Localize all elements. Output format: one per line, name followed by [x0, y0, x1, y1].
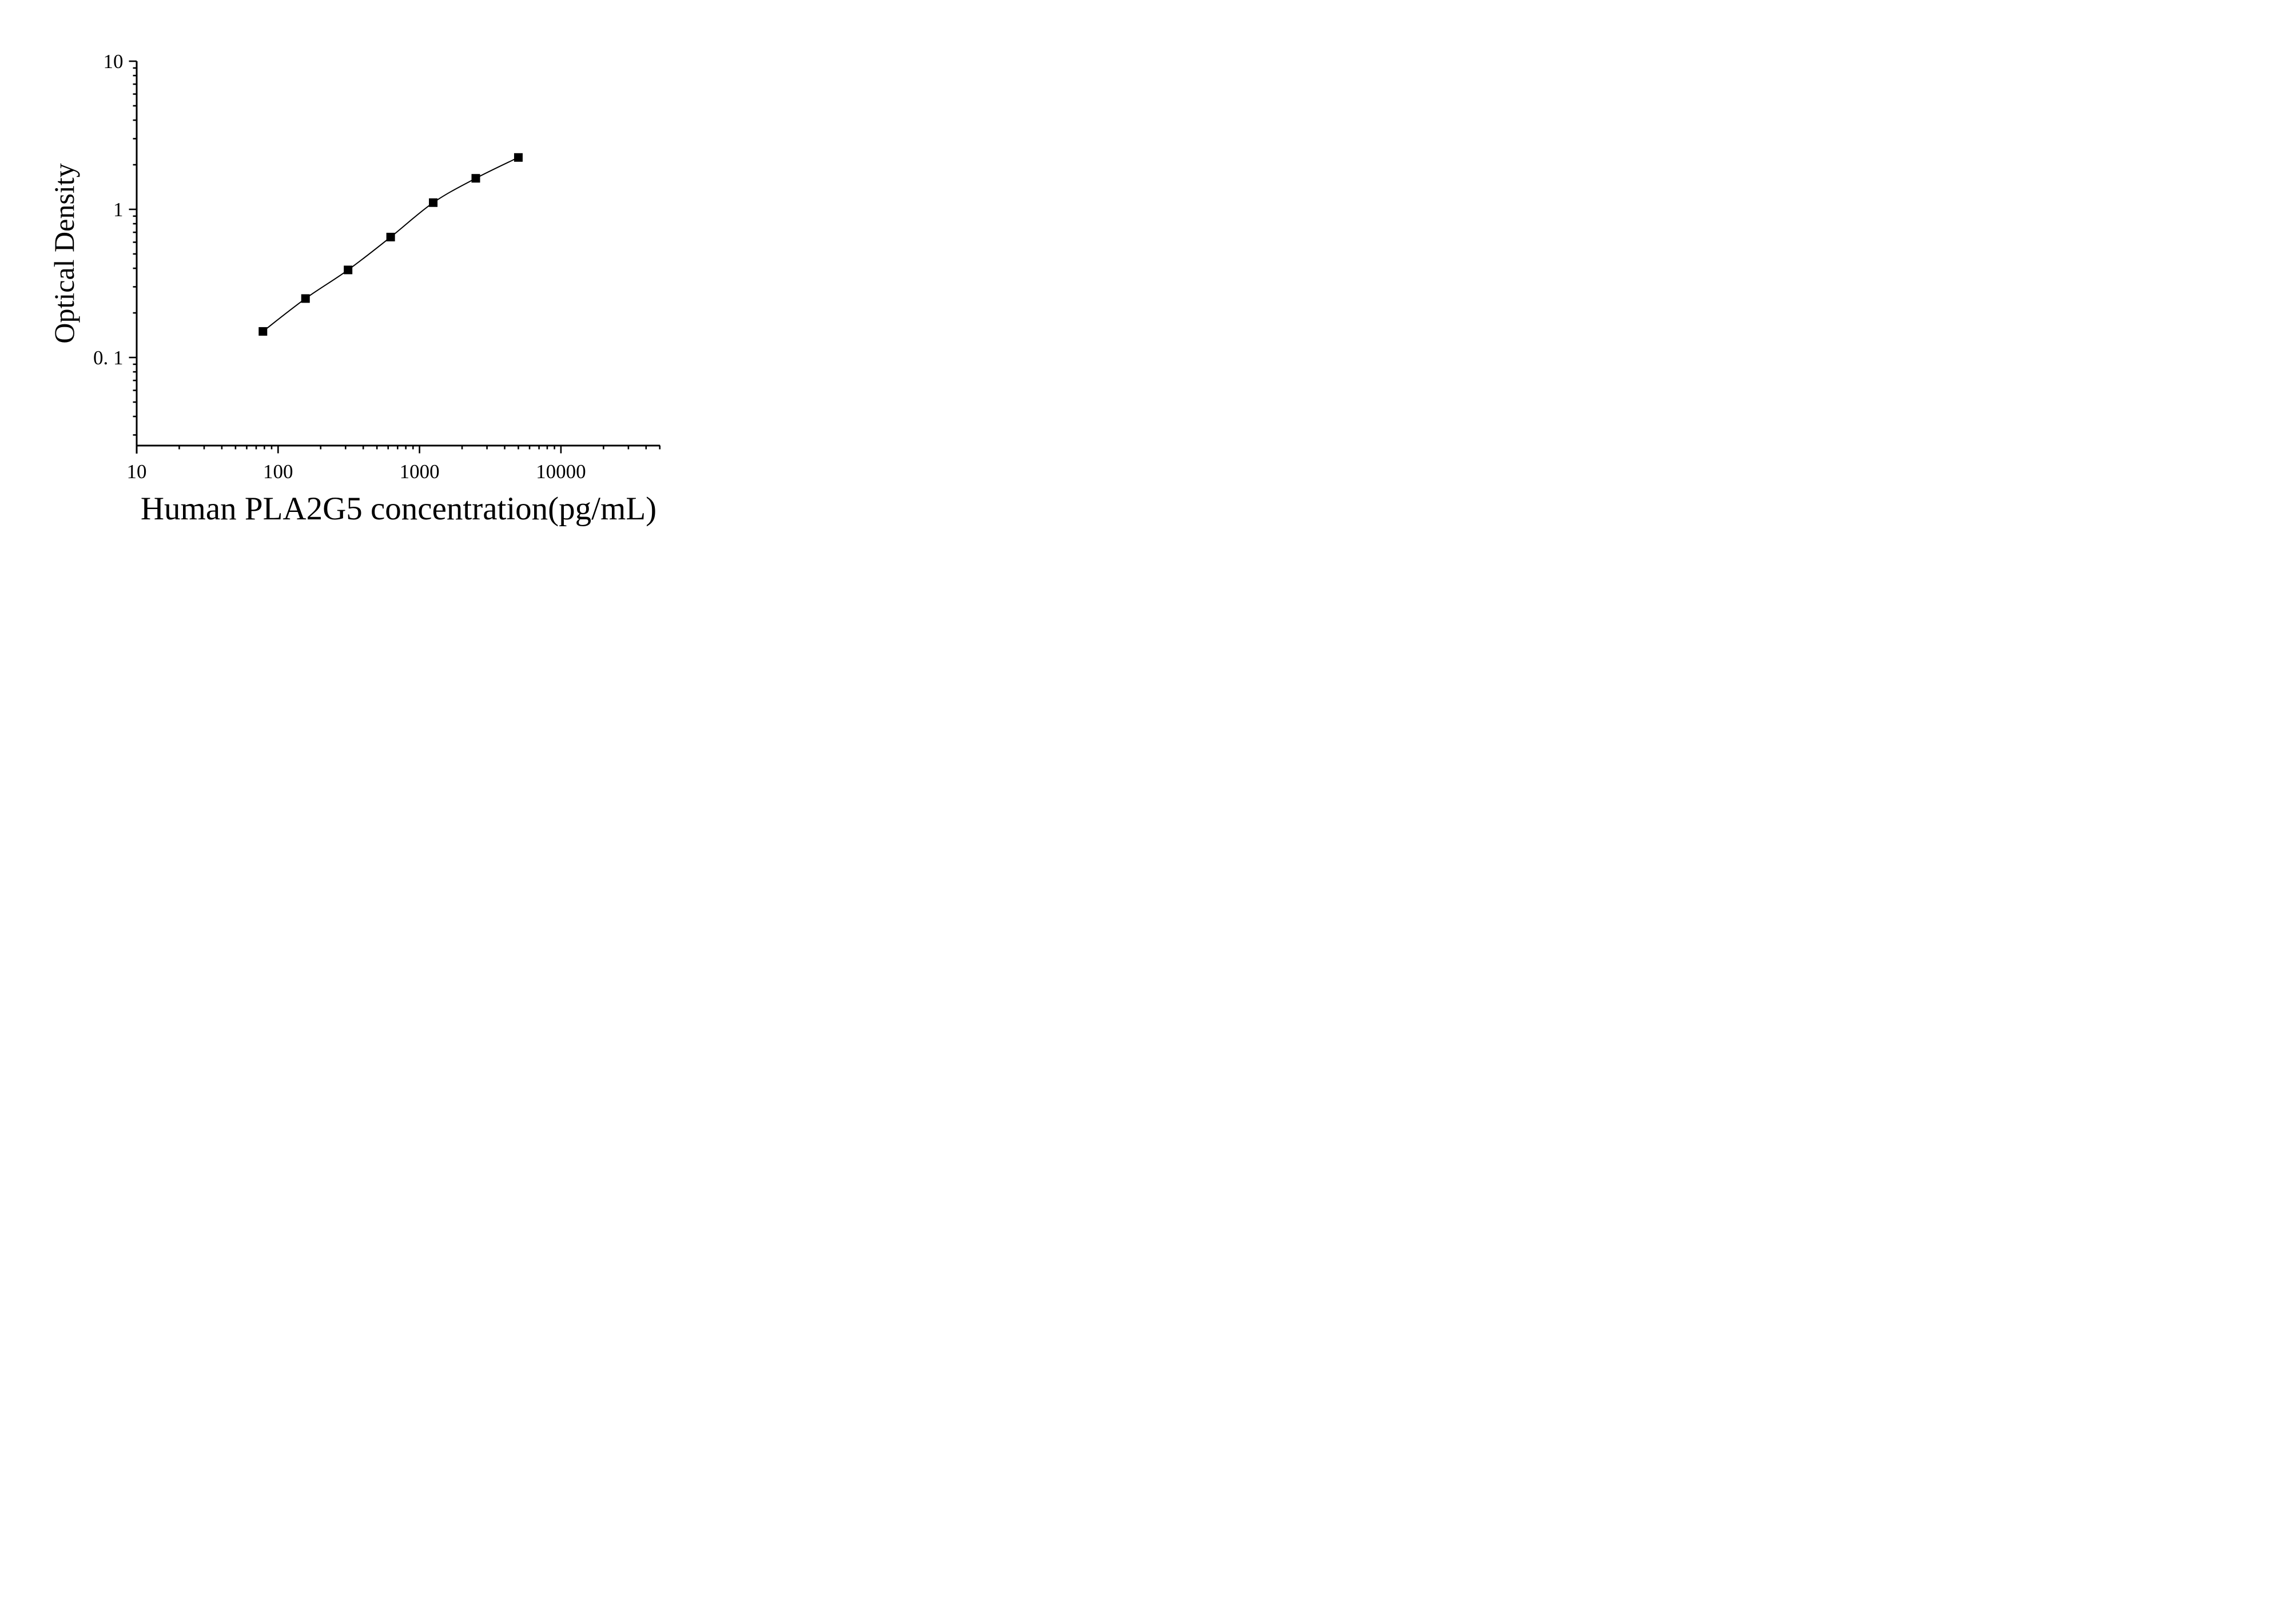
curve-path — [262, 157, 519, 332]
y-tick-label: 1 — [113, 198, 124, 221]
x-tick-label: 100 — [263, 460, 293, 483]
x-axis-title: Human PLA2G5 concentration(pg/mL) — [141, 491, 656, 527]
data-point-marker — [514, 153, 523, 162]
data-point-marker — [344, 265, 353, 275]
x-tick-label: 1000 — [400, 460, 440, 483]
data-point-marker — [429, 198, 438, 207]
figure: 10 100 1000 10000 10 1 0. 1 Human PLA2G5 conce… — [0, 0, 765, 535]
y-tick-label: 10 — [104, 50, 124, 73]
axes — [136, 61, 660, 454]
data-point-marker — [386, 232, 395, 241]
x-tick-label: 10 — [127, 460, 147, 483]
standard-curve-chart: 10 100 1000 10000 10 1 0. 1 Human PLA2G5 conce… — [48, 50, 661, 527]
tick-labels: 10 100 1000 10000 10 1 0. 1 — [93, 50, 586, 483]
axis-ticks — [129, 60, 661, 454]
x-tick-label: 10000 — [536, 460, 586, 483]
series-standard-curve — [258, 153, 523, 336]
data-point-marker — [301, 294, 310, 303]
y-tick-label: 0. 1 — [93, 347, 124, 369]
data-point-marker — [258, 327, 268, 336]
data-point-marker — [471, 174, 480, 183]
y-axis-title: Optical Density — [48, 163, 80, 343]
